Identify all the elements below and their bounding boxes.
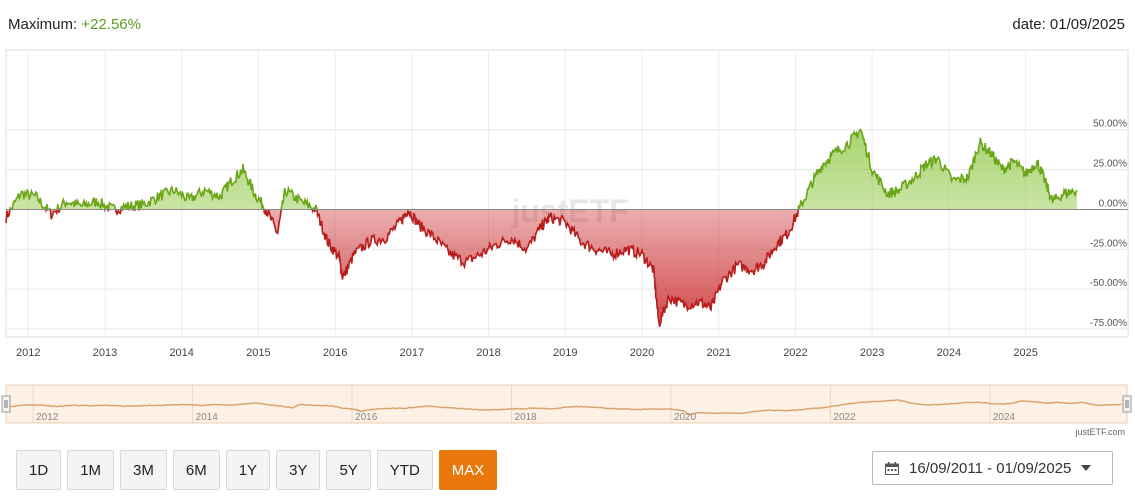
- negative-area: [6, 209, 799, 327]
- range-button-group: 1D 1M 3M 6M 1Y 3Y 5Y YTD MAX: [16, 450, 498, 490]
- x-tick-label: 2022: [783, 347, 807, 359]
- navigator-axis: 2012 2014 2016 2018 2020 2022 2024: [36, 412, 1015, 423]
- x-tick-label: 2014: [169, 347, 193, 359]
- y-tick-label: -25.00%: [1090, 238, 1127, 249]
- date-readout: date: 01/09/2025: [1012, 16, 1125, 33]
- date-range-picker[interactable]: 16/09/2011 - 01/09/2025: [872, 451, 1113, 485]
- calendar-icon: [885, 461, 899, 475]
- main-chart[interactable]: justETF -75.00%-50.00%-25.00%0.00%25.00%…: [0, 0, 1135, 380]
- x-tick-label: 2018: [476, 347, 500, 359]
- range-button-3m[interactable]: 3M: [120, 450, 167, 490]
- range-button-6m[interactable]: 6M: [172, 450, 220, 490]
- range-button-ytd[interactable]: YTD: [376, 450, 433, 490]
- y-tick-label: 25.00%: [1093, 159, 1127, 170]
- y-tick-label: 50.00%: [1093, 119, 1127, 130]
- x-tick-label: 2021: [706, 347, 730, 359]
- navigator-tick-label: 2018: [514, 412, 537, 423]
- maximum-label: Maximum:: [8, 16, 78, 33]
- range-button-3y[interactable]: 3Y: [276, 450, 321, 490]
- navigator-tick-label: 2012: [36, 412, 59, 423]
- y-tick-label: -50.00%: [1090, 278, 1127, 289]
- y-axis: -75.00% -50.00% -25.00% 0.00% 25.00% 50.00%: [1090, 119, 1127, 329]
- navigator-tick-label: 2020: [674, 412, 697, 423]
- navigator-tick-label: 2016: [355, 412, 378, 423]
- x-tick-label: 2015: [246, 347, 270, 359]
- navigator[interactable]: 2012 2014 2016 2018 2020 2022 2024: [0, 382, 1135, 432]
- navigator-handle-right[interactable]: [1122, 395, 1132, 413]
- navigator-line: [9, 398, 1122, 416]
- navigator-tick-label: 2024: [993, 412, 1016, 423]
- x-tick-label: 2017: [400, 347, 424, 359]
- range-button-5y[interactable]: 5Y: [326, 450, 371, 490]
- x-tick-label: 2020: [630, 347, 654, 359]
- range-button-1d[interactable]: 1D: [16, 450, 62, 490]
- x-tick-label: 2025: [1013, 347, 1037, 359]
- maximum-value: +22.56%: [81, 16, 141, 33]
- x-axis: 2012 2013 2014 2015 2016 2017 2018 2019 2020 2021…: [16, 347, 1038, 359]
- maximum-readout: Maximum: +22.56%: [8, 16, 141, 33]
- x-tick-label: 2024: [937, 347, 961, 359]
- y-tick-label: 0.00%: [1099, 198, 1127, 209]
- x-tick-label: 2019: [553, 347, 577, 359]
- x-tick-label: 2023: [860, 347, 884, 359]
- x-tick-label: 2013: [93, 347, 117, 359]
- series-line-positive: [9, 128, 1078, 210]
- date-range-label: 16/09/2011 - 01/09/2025: [909, 459, 1072, 477]
- navigator-handle-left[interactable]: [1, 395, 11, 413]
- caret-down-icon: [1081, 465, 1092, 471]
- y-tick-label: -75.00%: [1090, 318, 1127, 329]
- positive-area: [6, 129, 1077, 210]
- series-line-negative: [5, 209, 800, 327]
- range-button-1y[interactable]: 1Y: [225, 450, 271, 490]
- navigator-tick-label: 2022: [833, 412, 856, 423]
- x-tick-label: 2016: [323, 347, 347, 359]
- range-button-1m[interactable]: 1M: [67, 450, 115, 490]
- range-button-max[interactable]: MAX: [438, 450, 498, 490]
- navigator-tick-label: 2014: [196, 412, 219, 423]
- x-tick-label: 2012: [16, 347, 40, 359]
- credit-text: justETF.com: [1075, 427, 1125, 437]
